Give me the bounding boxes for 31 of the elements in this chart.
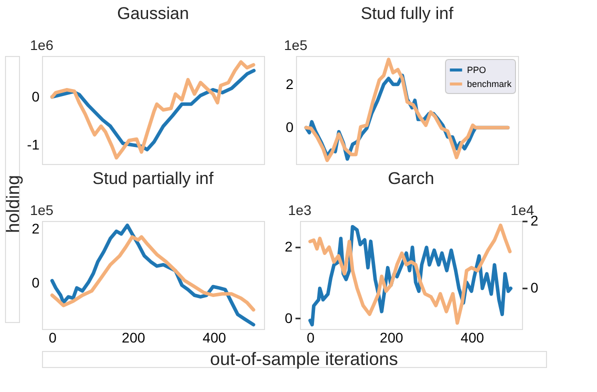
y-tick-label: 0: [32, 274, 40, 291]
x-tick-label: 200: [122, 330, 146, 346]
y-tick-label: 2: [32, 220, 40, 237]
x-tick-label: 200: [380, 330, 404, 346]
y-tick-label: 2: [284, 238, 293, 255]
y-tick-label: 0: [286, 119, 294, 136]
text: 1e5: [30, 202, 54, 218]
x-tick-label: 400: [460, 330, 484, 346]
y-axis-title: holding: [3, 174, 23, 234]
chart-title: Stud partially inf: [92, 169, 214, 188]
line-series: [50, 60, 256, 160]
chart-title: Garch: [388, 169, 434, 188]
text: 1e3: [288, 202, 312, 218]
line-series: [304, 58, 510, 162]
line-series: [50, 224, 256, 326]
chart-title: Stud fully inf: [360, 4, 454, 23]
y-tick-label: 0: [284, 310, 293, 326]
y-tick-label: 0: [32, 88, 40, 104]
y-tick-label: -1: [27, 136, 40, 152]
text: 1e6: [30, 37, 54, 53]
y-tick-label: 2: [286, 76, 294, 92]
legend-label: benchmark: [467, 79, 512, 89]
x-tick-label: 0: [48, 330, 57, 346]
y2-tick-label: 0: [530, 280, 538, 296]
x-tick-label: 0: [306, 330, 315, 346]
line-series: [50, 235, 256, 312]
text: 1e5: [284, 37, 308, 53]
legend-label: PPO: [467, 65, 486, 75]
x-tick-label: 400: [202, 330, 226, 346]
x-axis-title: out-of-sample iterations: [210, 349, 398, 369]
chart-title: Gaussian: [117, 4, 189, 23]
